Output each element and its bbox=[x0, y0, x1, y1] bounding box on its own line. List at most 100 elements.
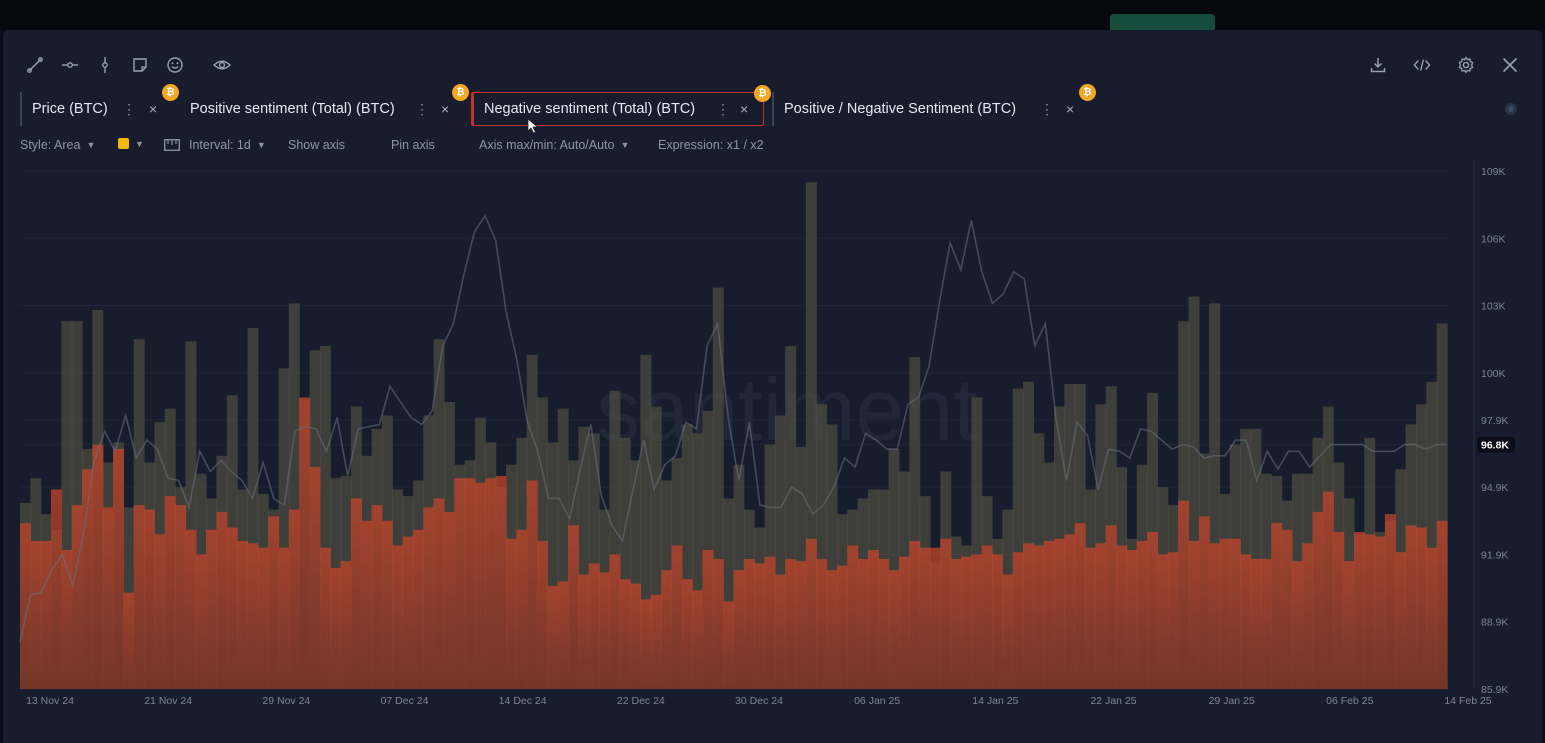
negative-bar bbox=[1178, 500, 1190, 689]
tab-label: Negative sentiment (Total) (BTC) bbox=[484, 101, 696, 117]
positive-bar bbox=[681, 424, 693, 689]
tab-more-icon[interactable]: ⋮ bbox=[122, 100, 136, 117]
positive-bar bbox=[319, 345, 331, 689]
sentiment-price-chart[interactable]: santiment 109K106K103K100K97.9K96.8K94.9… bbox=[0, 160, 1545, 720]
mouse-cursor bbox=[527, 118, 539, 139]
negative-bar bbox=[774, 574, 786, 689]
download-icon[interactable] bbox=[1365, 52, 1391, 78]
negative-bar bbox=[474, 482, 486, 689]
negative-bar bbox=[960, 556, 972, 689]
negative-bar bbox=[102, 507, 114, 689]
tab-close-icon[interactable]: × bbox=[740, 101, 749, 117]
negative-bar bbox=[1281, 529, 1293, 689]
expression-label: Expression: x1 / x2 bbox=[658, 138, 764, 152]
positive-bar bbox=[185, 341, 197, 689]
negative-bar bbox=[929, 547, 941, 689]
negative-bar bbox=[702, 549, 714, 689]
tab-price[interactable]: Price (BTC) ⋮ × ₿ bbox=[20, 84, 185, 126]
negative-bar bbox=[1126, 549, 1138, 689]
axis-minmax-dropdown[interactable]: Axis max/min: Auto/Auto ▼ bbox=[479, 138, 629, 152]
negative-bar bbox=[412, 529, 424, 689]
negative-bar bbox=[805, 538, 817, 689]
positive-bar bbox=[1188, 296, 1200, 689]
pin-axis-toggle[interactable]: Pin axis bbox=[391, 138, 435, 152]
show-axis-toggle[interactable]: Show axis bbox=[288, 138, 345, 152]
y-tick-label: 100K bbox=[1481, 368, 1506, 380]
chevron-down-icon: ▼ bbox=[86, 140, 96, 150]
y-tick-label: 106K bbox=[1481, 233, 1506, 245]
negative-bar bbox=[154, 534, 166, 689]
tab-close-icon[interactable]: × bbox=[149, 101, 158, 117]
bitcoin-icon: ₿ bbox=[162, 84, 179, 101]
positive-bar bbox=[909, 357, 921, 689]
tab-close-icon[interactable]: × bbox=[441, 101, 450, 117]
style-dropdown[interactable]: Style: Area ▼ bbox=[20, 138, 95, 152]
negative-bar bbox=[1333, 532, 1345, 689]
y-tick-label: 109K bbox=[1481, 166, 1506, 178]
tab-more-icon[interactable]: ⋮ bbox=[415, 100, 429, 117]
expression-field[interactable]: Expression: x1 / x2 bbox=[658, 138, 764, 152]
negative-bar bbox=[433, 498, 445, 689]
negative-bar bbox=[919, 547, 931, 689]
tab-positive-negative-ratio[interactable]: Positive / Negative Sentiment (BTC) ⋮ × … bbox=[772, 84, 1096, 126]
negative-bar bbox=[578, 574, 590, 689]
tab-close-icon[interactable]: × bbox=[1066, 101, 1075, 117]
negative-bar bbox=[940, 538, 952, 689]
negative-bar bbox=[1302, 543, 1314, 689]
negative-bar bbox=[485, 478, 497, 689]
negative-bar bbox=[588, 563, 600, 689]
negative-bar bbox=[1364, 534, 1376, 689]
negative-bar bbox=[392, 545, 404, 689]
negative-bar bbox=[1384, 514, 1396, 689]
negative-bar bbox=[237, 541, 249, 689]
app-topbar bbox=[0, 0, 1545, 32]
tab-negative-sentiment[interactable]: Negative sentiment (Total) (BTC) ⋮ × ₿ bbox=[471, 85, 771, 126]
negative-bar bbox=[867, 549, 879, 689]
positive-bar bbox=[640, 354, 652, 689]
negative-bar bbox=[247, 543, 259, 689]
negative-bar bbox=[92, 444, 104, 689]
eye-icon[interactable] bbox=[209, 52, 235, 78]
negative-bar bbox=[1291, 561, 1303, 689]
negative-bar bbox=[361, 520, 373, 689]
negative-bar bbox=[1436, 520, 1448, 689]
gear-icon[interactable] bbox=[1453, 52, 1479, 78]
negative-bar bbox=[537, 541, 548, 689]
negative-bar bbox=[857, 558, 869, 689]
negative-bar bbox=[278, 547, 290, 689]
note-icon[interactable] bbox=[127, 52, 153, 78]
ruler-icon bbox=[164, 139, 180, 151]
x-tick-label: 13 Nov 24 bbox=[26, 695, 74, 707]
topbar-action-button[interactable] bbox=[1110, 14, 1215, 32]
negative-bar bbox=[288, 509, 300, 689]
negative-bar bbox=[898, 556, 910, 689]
negative-bar bbox=[785, 558, 797, 689]
tab-label: Positive / Negative Sentiment (BTC) bbox=[784, 101, 1017, 117]
negative-bar bbox=[733, 570, 745, 689]
close-icon[interactable] bbox=[1497, 52, 1523, 78]
emoji-icon[interactable] bbox=[162, 52, 188, 78]
negative-bar bbox=[1105, 525, 1117, 689]
negative-bar bbox=[402, 536, 414, 689]
negative-bar bbox=[599, 572, 611, 689]
interval-dropdown[interactable]: Interval: 1d ▼ bbox=[164, 138, 266, 152]
negative-bar bbox=[1353, 532, 1365, 689]
negative-bar bbox=[1085, 547, 1097, 689]
positive-bar bbox=[650, 406, 662, 689]
y-tick-label: 85.9K bbox=[1481, 684, 1508, 696]
negative-bar bbox=[216, 511, 228, 689]
negative-bar bbox=[495, 475, 507, 689]
tab-more-icon[interactable]: ⋮ bbox=[716, 100, 730, 117]
color-picker[interactable]: ▼ bbox=[118, 138, 144, 149]
tab-more-icon[interactable]: ⋮ bbox=[1040, 100, 1054, 117]
embed-code-icon[interactable] bbox=[1409, 52, 1435, 78]
vertical-line-icon[interactable] bbox=[92, 52, 118, 78]
drawing-toolbar bbox=[22, 52, 244, 78]
negative-bar bbox=[661, 570, 673, 689]
horizontal-line-icon[interactable] bbox=[57, 52, 83, 78]
negative-bar bbox=[330, 567, 342, 689]
line-tool-icon[interactable] bbox=[22, 52, 48, 78]
x-tick-label: 07 Dec 24 bbox=[381, 695, 429, 707]
positive-bar bbox=[578, 426, 590, 689]
tab-positive-sentiment[interactable]: Positive sentiment (Total) (BTC) ⋮ × ₿ bbox=[180, 84, 473, 126]
